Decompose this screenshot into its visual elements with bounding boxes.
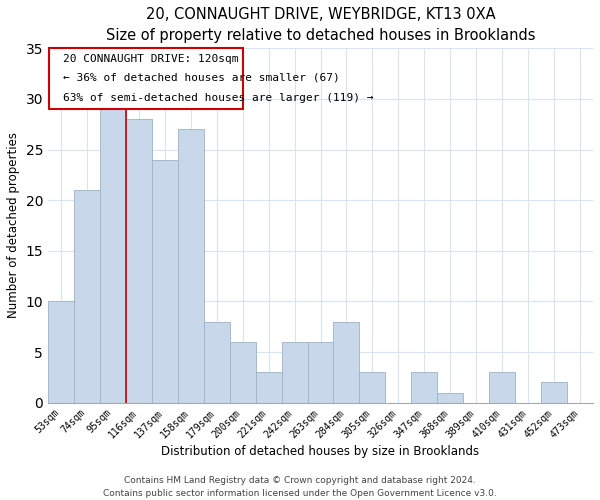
Bar — [359, 372, 385, 402]
Bar — [412, 372, 437, 402]
Bar — [178, 130, 204, 402]
Bar — [230, 342, 256, 402]
Bar — [334, 322, 359, 402]
Title: 20, CONNAUGHT DRIVE, WEYBRIDGE, KT13 0XA
Size of property relative to detached h: 20, CONNAUGHT DRIVE, WEYBRIDGE, KT13 0XA… — [106, 7, 535, 43]
Bar — [281, 342, 308, 402]
Bar — [256, 372, 281, 402]
Text: Contains HM Land Registry data © Crown copyright and database right 2024.
Contai: Contains HM Land Registry data © Crown c… — [103, 476, 497, 498]
Y-axis label: Number of detached properties: Number of detached properties — [7, 132, 20, 318]
Bar — [74, 190, 100, 402]
Bar — [489, 372, 515, 402]
Bar — [152, 160, 178, 402]
X-axis label: Distribution of detached houses by size in Brooklands: Distribution of detached houses by size … — [161, 445, 479, 458]
Bar — [126, 119, 152, 403]
Text: 20 CONNAUGHT DRIVE: 120sqm: 20 CONNAUGHT DRIVE: 120sqm — [63, 54, 238, 64]
FancyBboxPatch shape — [49, 48, 242, 109]
Text: 63% of semi-detached houses are larger (119) →: 63% of semi-detached houses are larger (… — [63, 93, 373, 103]
Text: ← 36% of detached houses are smaller (67): ← 36% of detached houses are smaller (67… — [63, 72, 340, 83]
Bar — [437, 392, 463, 402]
Bar — [48, 302, 74, 402]
Bar — [541, 382, 567, 402]
Bar — [100, 109, 126, 403]
Bar — [308, 342, 334, 402]
Bar — [204, 322, 230, 402]
